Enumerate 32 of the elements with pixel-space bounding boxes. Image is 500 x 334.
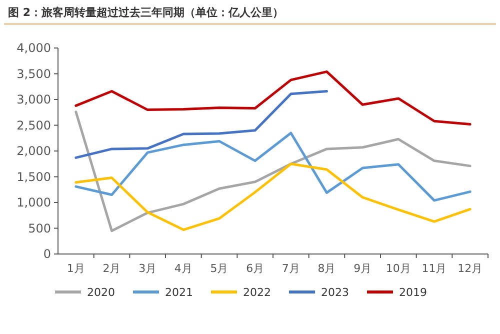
legend-label: 2022 (243, 286, 271, 299)
legend-label: 2023 (321, 286, 349, 299)
x-tick-label: 7月 (282, 262, 300, 275)
y-tick-label: 1,000 (16, 196, 51, 210)
line-series (74, 132, 472, 202)
y-tick-label: 3,000 (16, 92, 51, 107)
x-tick-label: 3月 (138, 262, 157, 275)
y-tick-label: 2,000 (16, 144, 51, 158)
line-series (74, 162, 472, 232)
y-tick-label: 4,000 (16, 41, 51, 56)
y-tick-label: 3,500 (16, 66, 51, 81)
y-tick-label: 500 (28, 221, 51, 236)
x-tick-label: 5月 (210, 262, 228, 275)
x-tick-label: 1月 (66, 262, 85, 275)
x-tick-label: 2月 (102, 262, 121, 275)
y-tick-label: 1,500 (16, 170, 51, 184)
x-tick-label: 11月 (422, 262, 447, 275)
y-tick-label: 0 (43, 247, 51, 262)
x-tick-label: 12月 (458, 262, 483, 275)
legend-label: 2020 (87, 286, 115, 299)
legend-label: 2019 (399, 286, 427, 299)
x-tick-label: 9月 (354, 262, 372, 275)
x-tick-label: 4月 (174, 262, 192, 275)
line-series (74, 90, 328, 159)
x-tick-label: 10月 (386, 262, 411, 275)
line-series (74, 70, 472, 126)
y-tick-label: 2,500 (16, 118, 51, 132)
chart-title: 图 2：旅客周转量超过过去三年同期（单位：亿人公里） (8, 6, 284, 19)
legend-label: 2021 (165, 286, 193, 299)
x-tick-label: 8月 (318, 262, 336, 275)
line-series (74, 110, 472, 232)
x-tick-label: 6月 (246, 262, 264, 275)
